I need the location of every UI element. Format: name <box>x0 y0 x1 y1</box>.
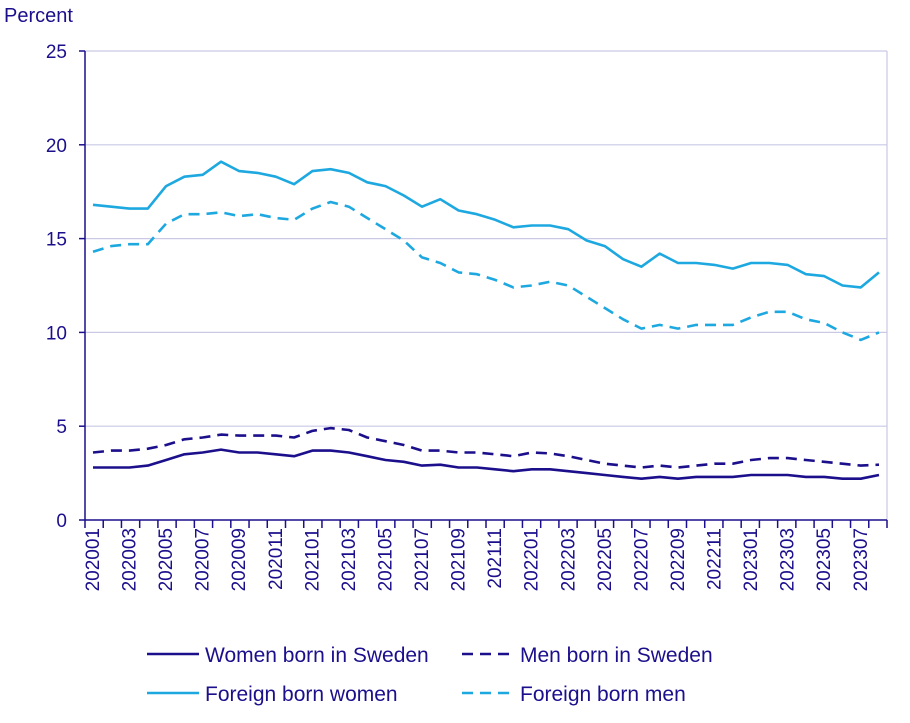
x-tick-label: 202305 <box>814 528 835 591</box>
y-tick-label: 0 <box>56 511 67 532</box>
x-tick-label: 202005 <box>156 528 177 591</box>
x-tick-label: 202007 <box>193 528 214 591</box>
x-tick-label: 202101 <box>302 528 323 591</box>
x-tick-label: 202303 <box>778 528 799 591</box>
y-axis-label: Percent <box>4 5 73 27</box>
x-tick-label: 202307 <box>851 528 872 591</box>
x-tick-label: 202001 <box>83 528 104 591</box>
x-tick-label: 202105 <box>375 528 396 591</box>
legend-label: Men born in Sweden <box>520 644 713 667</box>
x-tick-label: 202111 <box>485 528 506 589</box>
x-tick-label: 202009 <box>229 528 250 591</box>
legend-item: Foreign born women <box>147 683 398 706</box>
x-tick-label: 202211 <box>705 528 726 590</box>
x-tick-label: 202011 <box>266 528 287 590</box>
series-line-women-born-in-sweden <box>93 448 880 481</box>
legend-item: Men born in Sweden <box>462 644 713 667</box>
x-tick-label: 202301 <box>741 528 762 591</box>
series-lines <box>92 160 880 481</box>
legend-label: Foreign born men <box>520 683 686 706</box>
gridlines <box>85 50 888 520</box>
legend-label: Foreign born women <box>205 683 398 706</box>
x-tick-label: 202207 <box>631 528 652 591</box>
x-tick-label: 202109 <box>449 528 470 591</box>
y-tick-label: 15 <box>46 230 67 251</box>
x-tick-label: 202203 <box>558 528 579 591</box>
series-line-men-born-in-sweden <box>92 426 880 469</box>
legend-item: Foreign born men <box>462 683 686 706</box>
y-tick-label: 20 <box>46 136 67 157</box>
legend-label: Women born in Sweden <box>205 644 429 667</box>
legend-item: Women born in Sweden <box>147 644 429 667</box>
axes: 0 5 10 15 20 25 202001 202003 202005 202007 202009… <box>46 42 888 591</box>
legend: Women born in Sweden Men born in Sweden Fo… <box>147 644 713 706</box>
y-tick-label: 10 <box>46 323 67 344</box>
y-tick-label: 5 <box>56 417 67 438</box>
x-tick-label: 202201 <box>522 528 543 591</box>
series-line-foreign-born-men <box>92 200 880 342</box>
x-tick-label: 202003 <box>120 528 141 591</box>
x-tick-label: 202205 <box>595 528 616 591</box>
y-tick-label: 25 <box>46 42 67 63</box>
x-tick-label: 202103 <box>339 528 360 591</box>
x-tick-label: 202209 <box>668 528 689 591</box>
x-tick-label: 202107 <box>412 528 433 591</box>
series-line-foreign-born-women <box>92 160 880 289</box>
